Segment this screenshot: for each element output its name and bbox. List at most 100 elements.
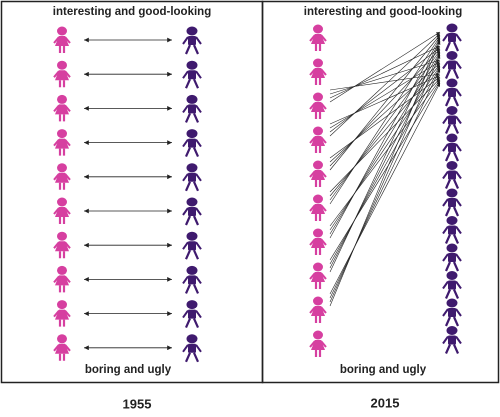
woman-figure [53,197,71,224]
body [188,343,196,353]
dress [311,204,325,214]
head [57,300,67,310]
head [186,94,198,104]
man-figure [442,326,462,354]
head [313,160,323,170]
woman-figure [53,300,71,327]
woman-figure [53,265,71,293]
head [446,243,458,253]
legs [58,353,66,361]
body [448,253,456,262]
head [446,51,458,60]
head [313,24,323,34]
woman-figure [309,92,327,119]
legs [184,147,200,158]
head [186,334,198,344]
head [186,300,198,310]
legs [58,148,66,156]
legs [444,261,460,272]
panel-frame [0,0,264,384]
dress [55,138,69,149]
arms [53,138,71,147]
arrow [329,37,441,239]
legs [184,318,200,329]
dress [55,172,69,183]
woman-figure [309,296,327,323]
body [448,170,456,180]
man-figure [442,271,462,299]
legs [314,180,322,187]
arms [309,102,327,110]
head [446,106,458,115]
woman-figure [53,231,71,259]
dress [311,34,325,44]
legs [184,249,200,260]
head [446,23,458,33]
body [188,207,196,216]
dress [311,238,325,248]
arms [182,241,202,250]
head [186,60,198,70]
dress [55,343,69,354]
arrow [329,48,441,167]
head [313,296,323,306]
arrow [329,79,441,227]
arms [53,207,71,215]
legs [58,319,66,327]
year-label: 2015 [371,395,400,410]
figures [53,23,462,363]
arrow [329,75,441,125]
head [57,94,67,104]
legs [58,114,66,122]
legs [184,215,200,226]
arms [182,36,202,45]
arms [309,68,327,76]
woman-figure [309,228,327,255]
arms [442,33,462,42]
arms [442,253,462,262]
arrow [329,72,441,91]
dress [55,70,69,81]
dress [311,136,325,146]
man-figure [442,243,462,272]
head [446,298,458,308]
legs [184,352,200,363]
dress [55,207,69,217]
man-figure [442,161,462,189]
arms [442,198,462,207]
legs [444,316,460,327]
body [188,275,196,285]
top-label: interesting and good-looking [53,6,211,18]
head [446,161,458,170]
body [448,60,456,70]
dress [311,272,325,282]
woman-figure [309,194,327,221]
arms [309,272,327,280]
legs [58,217,66,224]
head [57,26,67,36]
legs [314,350,322,357]
bottom-label: boring and ugly [340,364,427,376]
woman-figure [53,163,71,190]
man-figure [182,334,202,363]
arms [442,225,462,235]
legs [314,282,322,289]
legs [314,44,322,51]
arms [53,275,71,284]
arrow [329,39,441,273]
arms [53,104,71,113]
arms [309,306,327,314]
arms [442,280,462,290]
legs [58,182,66,190]
head [446,78,458,88]
legs [184,78,200,89]
arms [442,170,462,180]
arms [442,88,462,97]
arms [442,115,462,125]
dress [55,241,69,252]
arrow [329,62,441,163]
man-figure [182,129,202,158]
body [188,138,196,148]
arms [53,344,71,352]
